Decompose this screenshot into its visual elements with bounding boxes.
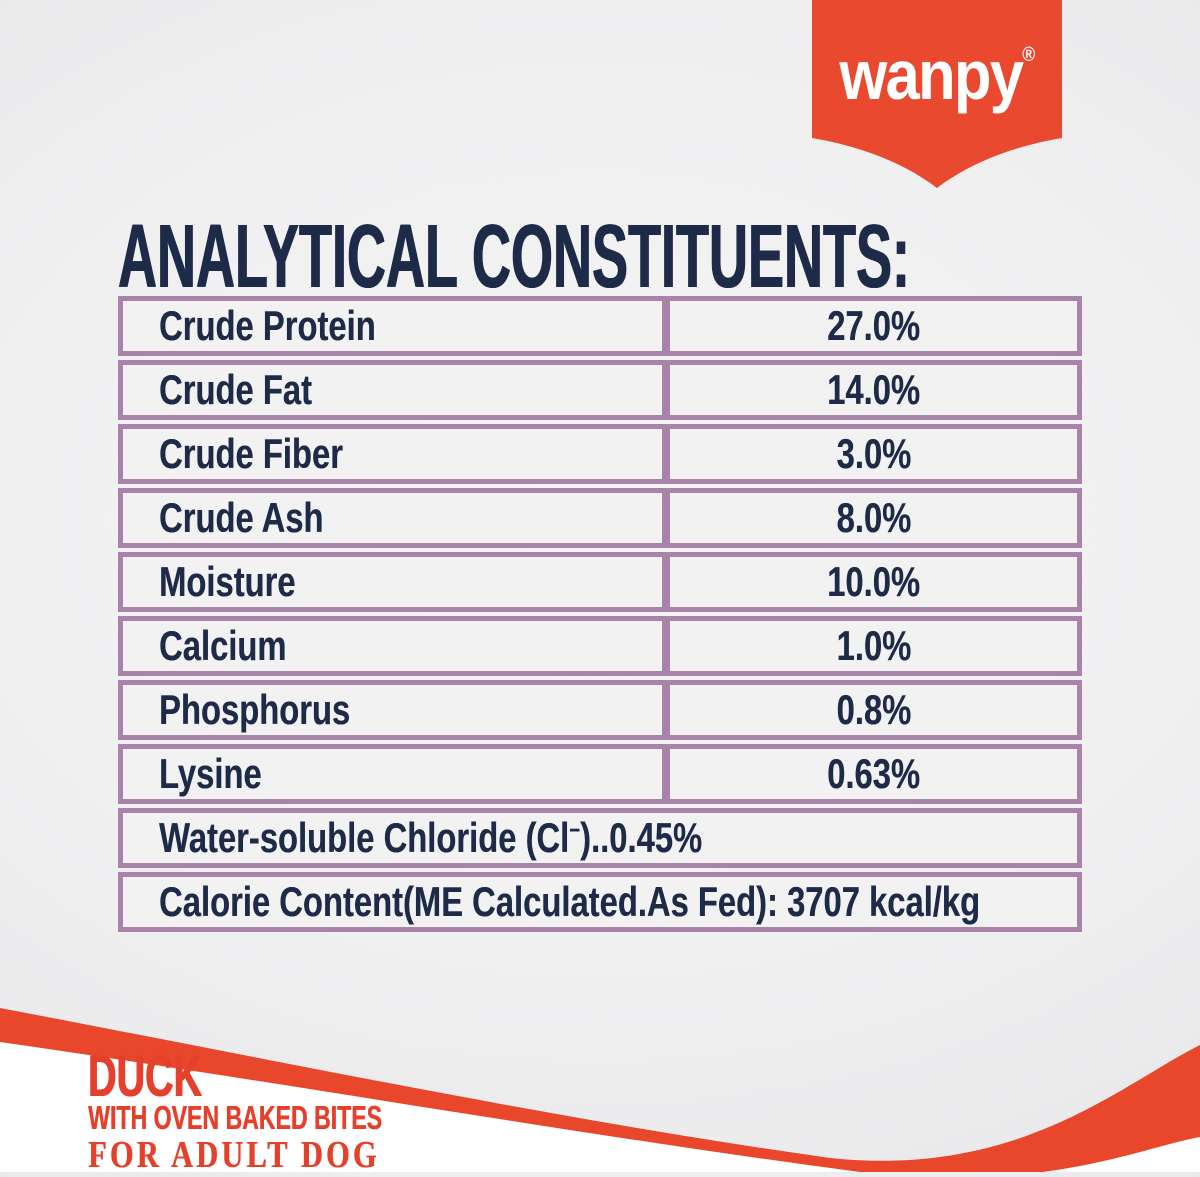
nutrient-value-cell: 1.0% — [662, 621, 1077, 671]
nutrient-label: Crude Ash — [159, 494, 324, 541]
calorie-cell: Calorie Content(ME Calculated.As Fed): 3… — [123, 877, 1200, 927]
product-subtitle: WITH OVEN BAKED BITES — [88, 1101, 508, 1134]
chloride-cell: Water-soluble Chloride (Cl−)..0.45% — [123, 813, 1077, 863]
nutrient-value: 3.0% — [836, 430, 911, 477]
nutrient-value-cell: 27.0% — [662, 301, 1077, 351]
nutrient-value-cell: 10.0% — [662, 557, 1077, 607]
table-row: Crude Ash 8.0% — [118, 488, 1082, 548]
nutrient-label-cell: Moisture — [123, 557, 662, 607]
superscript-minus: − — [569, 817, 581, 844]
nutrient-value: 0.63% — [827, 750, 920, 797]
nutrient-value-cell: 14.0% — [662, 365, 1077, 415]
table-row: Crude Fat 14.0% — [118, 360, 1082, 420]
table-row: Calcium 1.0% — [118, 616, 1082, 676]
product-tagline: FOR ADULT DOG — [88, 1136, 453, 1174]
brand-logo-text: wanpy — [839, 36, 1024, 114]
nutrient-value-cell: 3.0% — [662, 429, 1077, 479]
nutrient-label: Phosphorus — [159, 686, 351, 733]
nutrient-value-cell: 0.8% — [662, 685, 1077, 735]
table-row: Crude Fiber 3.0% — [118, 424, 1082, 484]
table-row: Phosphorus 0.8% — [118, 680, 1082, 740]
product-tagline-text: FOR ADULT DOG — [88, 1134, 380, 1176]
nutrient-label: Crude Fat — [159, 366, 312, 413]
brand-badge-ribbon-shape — [812, 0, 1062, 188]
table-row: Lysine 0.63% — [118, 744, 1082, 804]
nutrient-value-cell: 8.0% — [662, 493, 1077, 543]
chloride-row-text: Water-soluble Chloride (Cl−)..0.45% — [159, 814, 703, 861]
footer-white-shape — [0, 1042, 1200, 1177]
nutrient-label: Lysine — [159, 750, 262, 797]
nutrient-label: Calcium — [159, 622, 287, 669]
nutrient-value: 8.0% — [836, 494, 911, 541]
footer — [0, 980, 1200, 1177]
nutrient-label-cell: Crude Protein — [123, 301, 662, 351]
product-subtitle-text: WITH OVEN BAKED BITES — [88, 1099, 382, 1136]
nutrient-label-cell: Calcium — [123, 621, 662, 671]
nutrient-label: Moisture — [159, 558, 296, 605]
product-title: DUCK — [88, 1048, 256, 1106]
nutrient-label-cell: Crude Fat — [123, 365, 662, 415]
table-row-chloride: Water-soluble Chloride (Cl−)..0.45% — [118, 808, 1082, 868]
table-row: Moisture 10.0% — [118, 552, 1082, 612]
nutrient-value: 27.0% — [827, 302, 920, 349]
analytical-constituents-table: Crude Protein 27.0% Crude Fat 14.0% Crud… — [118, 296, 1082, 936]
nutrient-label: Crude Protein — [159, 302, 376, 349]
nutrient-value: 1.0% — [836, 622, 911, 669]
table-row: Crude Protein 27.0% — [118, 296, 1082, 356]
table-row-calorie: Calorie Content(ME Calculated.As Fed): 3… — [118, 872, 1082, 932]
nutrient-label-cell: Lysine — [123, 749, 662, 799]
nutrient-label-cell: Crude Fiber — [123, 429, 662, 479]
nutrient-label: Crude Fiber — [159, 430, 343, 477]
brand-badge: wanpy® — [812, 0, 1062, 192]
nutrient-label-cell: Phosphorus — [123, 685, 662, 735]
nutrient-value: 14.0% — [827, 366, 920, 413]
page-title: ANALYTICAL CONSTITUENTS: — [118, 212, 1200, 302]
page-title-text: ANALYTICAL CONSTITUENTS: — [118, 207, 911, 307]
footer-swoosh — [0, 1008, 1200, 1177]
product-title-text: DUCK — [88, 1044, 202, 1109]
nutrient-value-cell: 0.63% — [662, 749, 1077, 799]
registered-mark-icon: ® — [1021, 44, 1035, 66]
calorie-row-text: Calorie Content(ME Calculated.As Fed): 3… — [159, 878, 981, 925]
nutrient-value: 10.0% — [827, 558, 920, 605]
brand-logo: wanpy® — [812, 40, 1062, 110]
nutrient-value: 0.8% — [836, 686, 911, 733]
nutrient-label-cell: Crude Ash — [123, 493, 662, 543]
